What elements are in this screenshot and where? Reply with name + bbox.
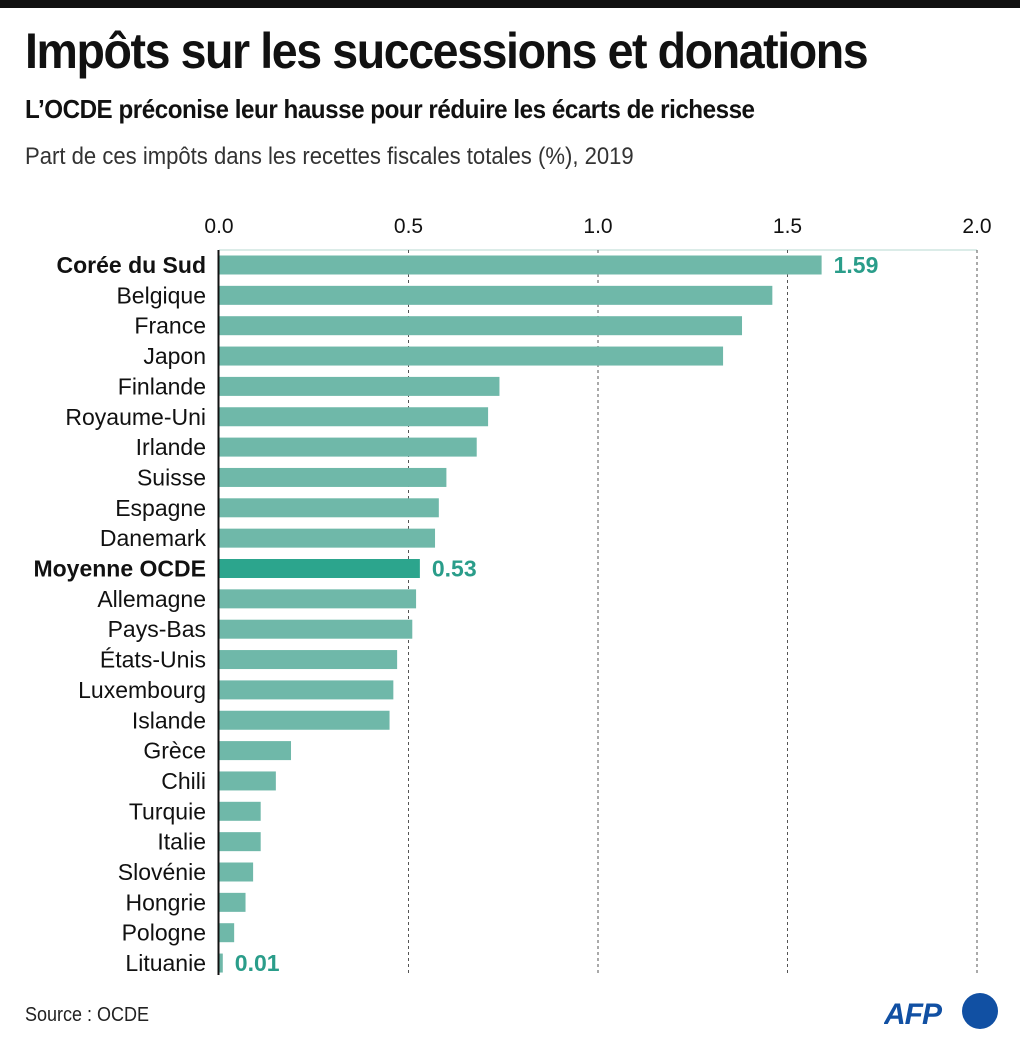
category-label: Turquie (129, 798, 206, 824)
chart-subtitle: L’OCDE préconise leur hausse pour réduir… (25, 94, 755, 124)
x-tick-label: 0.0 (204, 215, 233, 238)
bar (219, 528, 436, 548)
category-label: Pays-Bas (108, 616, 206, 642)
category-label: Espagne (115, 495, 206, 521)
category-label: Hongrie (125, 889, 206, 915)
x-tick-label: 0.5 (394, 215, 423, 238)
category-labels: Corée du Sud Belgique France Japon Finlande R… (33, 252, 206, 976)
data-label: 0.01 (235, 950, 280, 976)
bar (219, 832, 261, 852)
category-label: Suisse (137, 464, 206, 490)
data-label: 0.53 (432, 556, 477, 582)
bar (219, 437, 477, 457)
category-label: Lituanie (125, 950, 206, 976)
bar (219, 680, 394, 700)
bar (219, 953, 223, 973)
bar (219, 559, 420, 578)
bar (219, 710, 390, 730)
category-label: France (134, 313, 206, 339)
chart-title: Impôts sur les successions et donations (25, 23, 869, 79)
category-label: Pologne (122, 920, 206, 946)
category-label: Corée du Sud (56, 252, 206, 278)
category-label: Danemark (100, 525, 207, 551)
x-tick-label: 1.0 (583, 215, 612, 238)
bar (219, 407, 489, 427)
category-label: Finlande (118, 373, 206, 399)
x-tick-label: 2.0 (962, 215, 991, 238)
bar (219, 498, 439, 518)
bar (219, 467, 447, 487)
bar (219, 346, 724, 366)
afp-logo-circle (962, 993, 998, 1029)
bar (219, 316, 743, 336)
source-note: Source : OCDE (25, 1004, 150, 1026)
bar (219, 589, 417, 609)
bar (219, 801, 261, 821)
bar (219, 741, 292, 761)
bar (219, 376, 500, 396)
bar-chart: 0.0 0.5 1.0 1.5 2.0 Corée du Sud Belgique Fran… (33, 215, 991, 976)
category-label: Luxembourg (78, 677, 206, 703)
x-tick-label: 1.5 (773, 215, 802, 238)
bar (219, 619, 413, 639)
afp-logo: AFP (884, 993, 998, 1031)
category-label: Allemagne (97, 586, 206, 612)
category-label: Belgique (116, 282, 206, 308)
category-label: Japon (143, 343, 206, 369)
afp-logo-text: AFP (884, 998, 943, 1031)
gridlines (219, 249, 978, 976)
bar (219, 650, 398, 670)
bar (219, 923, 235, 943)
chart-description: Part de ces impôts dans les recettes fis… (25, 143, 634, 170)
bars (219, 255, 822, 973)
category-label: Moyenne OCDE (33, 556, 206, 582)
bar (219, 892, 246, 912)
data-label: 1.59 (834, 252, 879, 278)
category-label: Slovénie (118, 859, 206, 885)
bar (219, 771, 276, 791)
bar (219, 255, 822, 275)
category-label: Italie (157, 829, 206, 855)
top-rule (0, 0, 1020, 8)
bar (219, 285, 773, 305)
bar (219, 862, 254, 882)
category-label: Royaume-Uni (65, 404, 206, 430)
x-axis-ticks: 0.0 0.5 1.0 1.5 2.0 (204, 215, 991, 238)
value-labels: 1.59 0.53 0.01 (235, 252, 879, 976)
category-label: Chili (161, 768, 206, 794)
category-label: Islande (132, 707, 206, 733)
category-label: Irlande (136, 434, 206, 460)
category-label: Grèce (143, 738, 206, 764)
category-label: États-Unis (100, 647, 206, 673)
